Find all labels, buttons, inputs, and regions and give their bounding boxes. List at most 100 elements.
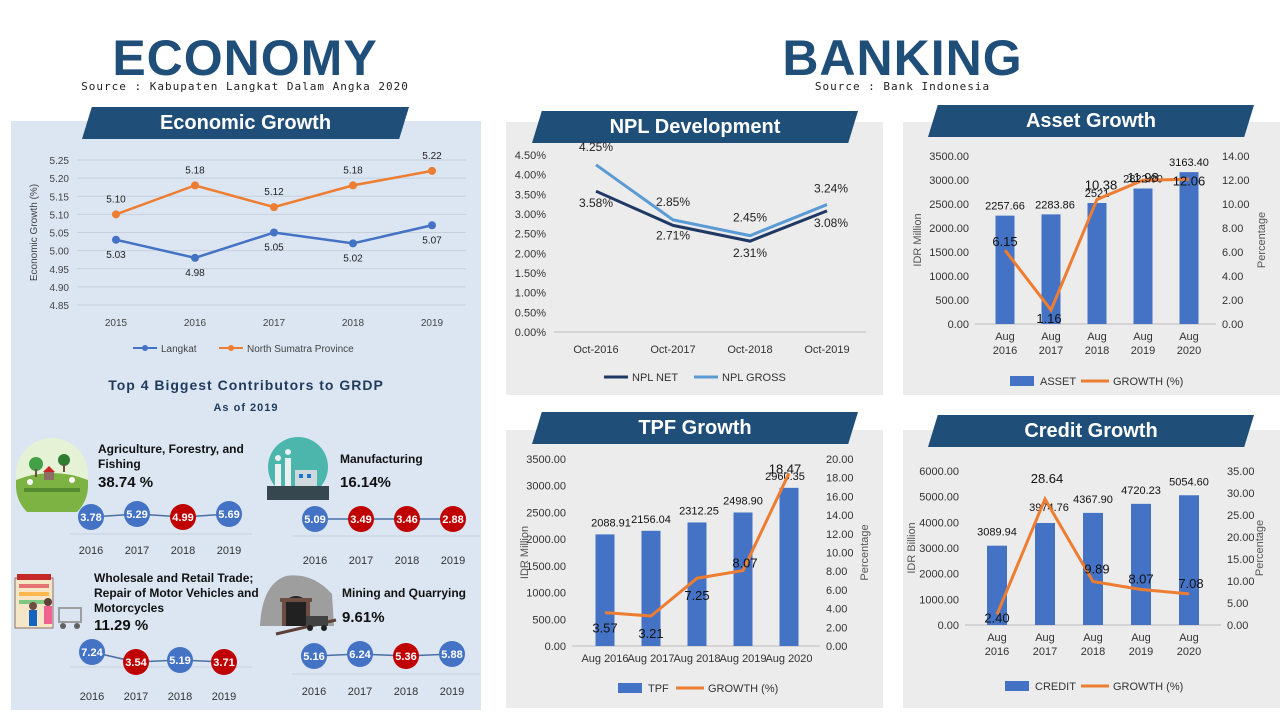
growth-line (995, 495, 1190, 616)
y-tick-label: 0.00 (948, 319, 969, 331)
y2-tick-label: 10.00 (1222, 199, 1250, 211)
growth-label: 28.64 (1031, 471, 1064, 486)
year-label: 2016 (79, 545, 103, 557)
data-label: 3.58% (579, 196, 613, 210)
x-tick-label: Aug (987, 632, 1007, 644)
y-tick-label: 5.05 (50, 229, 70, 240)
growth-bubble (211, 649, 237, 675)
y2-tick-label: 12.00 (826, 529, 854, 541)
legend-label: TPF (648, 683, 669, 695)
data-point (191, 181, 199, 190)
x-tick-label: Oct-2016 (573, 344, 618, 356)
data-label: 2.31% (733, 246, 767, 260)
sector-timelines: 3.78 2016 5.29 2017 4.99 2018 5.69 2019 5.09 2016… (70, 501, 480, 703)
growth-bubble-label: 3.54 (125, 657, 147, 669)
growth-line (604, 472, 791, 618)
y2-tick-label: 20.00 (826, 454, 854, 466)
growth-bubble (78, 504, 104, 530)
y-tick-label: 2000.00 (526, 534, 566, 546)
y2-tick-label: 0.00 (826, 641, 847, 653)
series-line (595, 189, 828, 243)
data-point (270, 203, 278, 212)
data-label: 4.98 (185, 268, 205, 279)
x-tick-label: 2017 (263, 318, 286, 329)
y-tick-label: 3500.00 (526, 454, 566, 466)
growth-bubble (123, 649, 149, 675)
growth-line (1003, 177, 1190, 314)
y-tick-label: 500.00 (935, 295, 969, 307)
growth-bubble (302, 506, 328, 532)
y-tick-label: 2.50% (515, 229, 546, 241)
x-tick-label: 2016 (993, 345, 1017, 357)
legend-marker (228, 345, 234, 351)
year-label: 2017 (349, 555, 373, 567)
x-tick-label: 2018 (1081, 646, 1105, 658)
bar-label: 5054.60 (1169, 476, 1209, 488)
sector-1-share: 38.74 % (98, 474, 154, 491)
bar (779, 487, 799, 646)
bar (995, 215, 1015, 324)
y-tick-label: 2500.00 (526, 507, 566, 519)
y-tick-label: 1000.00 (919, 594, 959, 606)
growth-label: 8.07 (1128, 571, 1153, 586)
y2-tick-label: 35.00 (1227, 466, 1255, 478)
y-tick-label: 4.50% (515, 150, 546, 162)
y-tick-label: 2000.00 (929, 223, 969, 235)
bar-label: 2498.90 (723, 495, 763, 507)
contributors-title: Top 4 Biggest Contributors to GRDP (108, 377, 384, 393)
x-tick-label: 2019 (1131, 345, 1155, 357)
sector-3-share: 11.29 % (94, 617, 149, 634)
y2-tick-label: 8.00 (1222, 223, 1243, 235)
growth-label: 9.89 (1084, 561, 1109, 576)
growth-label: 3.57 (592, 621, 617, 636)
x-tick-label: 2019 (421, 318, 444, 329)
y2-tick-label: 0.00 (1222, 319, 1243, 331)
banking-source: Source : Bank Indonesia (814, 80, 991, 93)
data-point (428, 221, 436, 230)
bar (1133, 188, 1153, 324)
sector-4-name: Mining and Quarrying (342, 586, 467, 600)
growth-bubble-label: 5.36 (395, 651, 416, 663)
data-label: 2.85% (656, 195, 690, 209)
year-label: 2016 (303, 555, 327, 567)
y2-tick-label: 6.00 (826, 585, 847, 597)
y-tick-label: 1000.00 (526, 588, 566, 600)
banking-title: BANKING (782, 30, 1023, 86)
growth-bubble (394, 506, 420, 532)
y-tick-label: 5000.00 (919, 492, 959, 504)
x-tick-label: Aug (1131, 632, 1151, 644)
legend-label: GROWTH (%) (708, 683, 778, 695)
y2-tick-label: 5.00 (1227, 598, 1248, 610)
x-tick-label: Aug 2017 (627, 653, 674, 665)
growth-label: 2.40 (984, 610, 1009, 625)
y-tick-label: 5.25 (50, 156, 70, 167)
timeline-line (90, 513, 230, 518)
data-label: 4.25% (579, 140, 613, 154)
year-label: 2019 (212, 691, 236, 703)
growth-bubble (347, 641, 373, 667)
contributors-subtitle: As of 2019 (213, 402, 279, 414)
growth-bubble-label: 5.09 (304, 514, 325, 526)
y-tick-label: 3.50% (515, 189, 546, 201)
sector-1-name: Agriculture, Forestry, and Fishing (98, 442, 244, 471)
y2-tick-label: 25.00 (1227, 510, 1255, 522)
legend-label: CREDIT (1035, 681, 1076, 693)
year-label: 2019 (440, 686, 464, 698)
growth-bubble-label: 5.88 (441, 649, 462, 661)
x-tick-label: Aug (1083, 632, 1103, 644)
growth-bubble-label: 3.71 (213, 657, 234, 669)
y-tick-label: 3000.00 (919, 543, 959, 555)
legend-label: GROWTH (%) (1113, 681, 1183, 693)
legend-marker (142, 345, 148, 351)
x-tick-label: 2016 (184, 318, 207, 329)
x-tick-label: Aug (1035, 632, 1055, 644)
x-tick-label: 2017 (1033, 646, 1057, 658)
y-tick-label: 5.10 (50, 210, 70, 221)
y2-tick-label: 4.00 (1222, 271, 1243, 283)
bar-label: 2257.66 (985, 201, 1025, 213)
y2-tick-label: 18.00 (826, 473, 854, 485)
growth-label: 10.38 (1085, 177, 1118, 192)
growth-label: 8.07 (732, 556, 757, 571)
growth-bubble-label: 3.78 (80, 512, 101, 524)
data-point (270, 228, 278, 237)
